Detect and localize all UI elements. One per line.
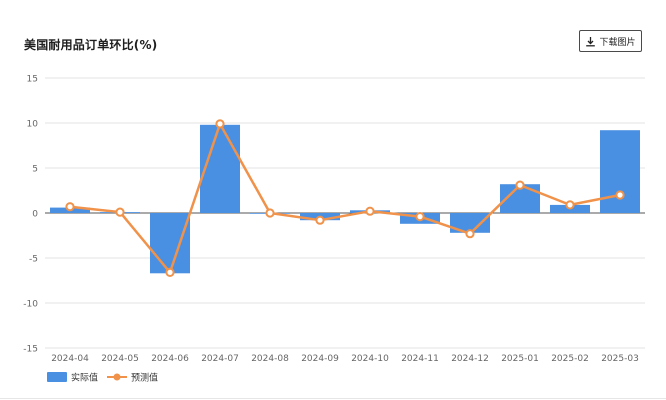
- x-tick-label: 2024-07: [201, 354, 239, 364]
- x-tick-label: 2024-06: [151, 354, 189, 364]
- bar-actual: [200, 124, 240, 213]
- x-tick-label: 2025-01: [501, 354, 539, 364]
- x-tick-label: 2024-09: [301, 354, 339, 364]
- forecast-point: [65, 202, 75, 212]
- x-tick-label: 2024-08: [251, 354, 289, 364]
- forecast-point: [415, 212, 425, 222]
- bottom-divider: [0, 398, 666, 399]
- bar-actual: [600, 130, 640, 213]
- forecast-point: [565, 200, 575, 210]
- forecast-point: [365, 206, 375, 216]
- x-tick-label: 2024-11: [401, 354, 439, 364]
- download-image-button[interactable]: 下载图片: [579, 30, 642, 52]
- x-tick-label: 2024-12: [451, 354, 489, 364]
- download-image-label: 下载图片: [599, 37, 636, 48]
- y-tick-label: -15: [23, 345, 38, 355]
- legend-label-actual: 实际值: [71, 372, 98, 384]
- y-tick-label: -10: [23, 300, 38, 310]
- legend-marker-forecast: [113, 373, 121, 381]
- y-tick-label: -5: [29, 255, 38, 265]
- x-tick-label: 2025-02: [551, 354, 589, 364]
- y-tick-label: 5: [32, 165, 38, 175]
- x-tick-label: 2024-04: [51, 354, 89, 364]
- forecast-point: [515, 180, 525, 190]
- x-tick-label: 2024-10: [351, 354, 389, 364]
- legend-label-forecast: 预测值: [131, 372, 158, 384]
- legend-swatch-actual: [47, 372, 67, 382]
- forecast-point: [315, 215, 325, 225]
- forecast-line: [69, 122, 621, 274]
- bar-actual: [450, 213, 490, 233]
- forecast-point: [615, 190, 625, 200]
- x-tick-label: 2025-03: [601, 354, 639, 364]
- forecast-point: [165, 267, 175, 277]
- forecast-point: [465, 229, 475, 239]
- x-tick-label: 2024-05: [101, 354, 139, 364]
- bar-actual: [150, 213, 190, 274]
- chart-title: 美国耐用品订单环比(%): [24, 38, 158, 52]
- y-tick-label: 10: [27, 120, 39, 130]
- y-tick-label: 0: [32, 210, 38, 220]
- forecast-point: [115, 207, 125, 217]
- download-icon: [585, 36, 596, 47]
- y-tick-label: 15: [27, 75, 38, 85]
- forecast-point: [215, 119, 225, 129]
- forecast-point: [265, 208, 275, 218]
